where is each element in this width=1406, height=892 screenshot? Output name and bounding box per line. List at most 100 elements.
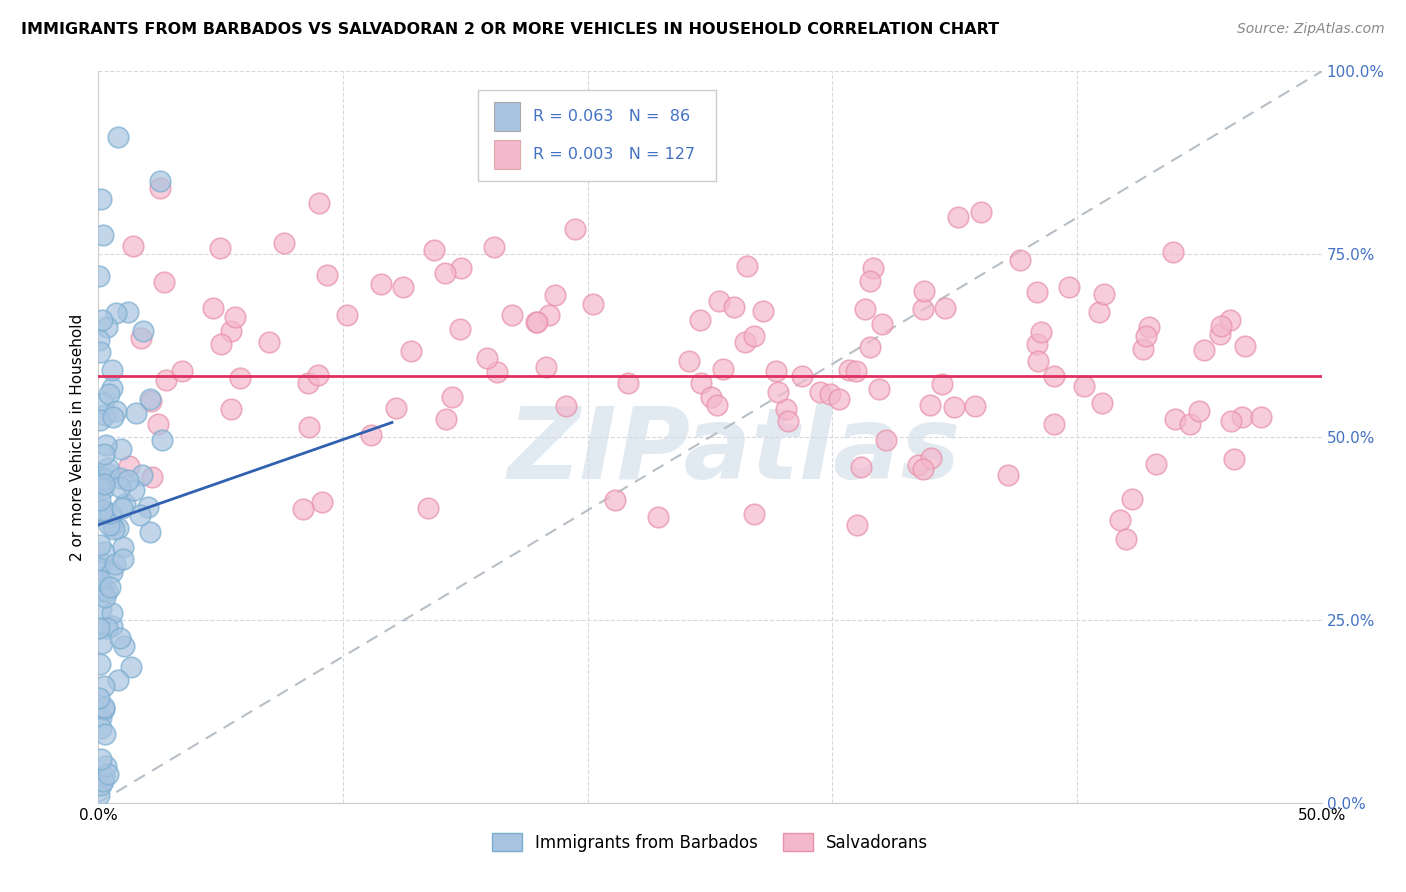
Point bbox=[96, 584, 118, 599]
Point bbox=[626, 152, 648, 166]
Point bbox=[155, 373, 177, 387]
Point bbox=[257, 334, 280, 349]
Point bbox=[139, 394, 162, 409]
Point bbox=[963, 399, 986, 413]
Point bbox=[307, 368, 329, 383]
Point bbox=[91, 503, 114, 517]
Point bbox=[93, 679, 115, 693]
Point bbox=[1223, 452, 1246, 467]
Point bbox=[534, 359, 557, 374]
Point bbox=[544, 288, 567, 302]
Point bbox=[616, 376, 638, 391]
Point bbox=[792, 368, 814, 383]
FancyBboxPatch shape bbox=[494, 102, 520, 131]
Point bbox=[423, 243, 446, 257]
Point bbox=[122, 239, 145, 253]
Point bbox=[111, 500, 134, 515]
Point bbox=[1164, 411, 1187, 425]
Point bbox=[449, 322, 471, 336]
Point bbox=[89, 345, 111, 359]
Point bbox=[1209, 319, 1232, 334]
Point bbox=[90, 469, 112, 483]
Point bbox=[1115, 533, 1137, 547]
Point bbox=[98, 580, 121, 594]
Point bbox=[131, 324, 153, 338]
Point bbox=[315, 268, 337, 282]
Point bbox=[1161, 244, 1184, 259]
Point bbox=[93, 700, 115, 714]
Point bbox=[1042, 417, 1064, 431]
Point bbox=[1025, 337, 1047, 351]
Point bbox=[101, 381, 124, 395]
Point bbox=[1092, 287, 1115, 301]
Point bbox=[723, 300, 745, 314]
Point bbox=[336, 308, 359, 322]
Point bbox=[112, 551, 135, 566]
Point bbox=[90, 193, 112, 207]
Legend: Immigrants from Barbados, Salvadorans: Immigrants from Barbados, Salvadorans bbox=[484, 825, 936, 860]
Point bbox=[735, 260, 758, 274]
Point bbox=[859, 340, 882, 354]
Text: IMMIGRANTS FROM BARBADOS VS SALVADORAN 2 OR MORE VEHICLES IN HOUSEHOLD CORRELATI: IMMIGRANTS FROM BARBADOS VS SALVADORAN 2… bbox=[21, 22, 1000, 37]
Point bbox=[946, 210, 969, 224]
Point bbox=[93, 545, 115, 559]
Point bbox=[107, 130, 129, 145]
Point bbox=[1219, 414, 1241, 428]
Point bbox=[93, 584, 115, 599]
Point bbox=[202, 301, 225, 316]
Point bbox=[700, 390, 723, 404]
Point bbox=[208, 241, 231, 255]
Point bbox=[89, 538, 111, 552]
Point bbox=[94, 472, 117, 486]
Point bbox=[853, 301, 876, 316]
Point bbox=[291, 502, 314, 516]
Point bbox=[678, 354, 700, 368]
Point bbox=[744, 328, 766, 343]
Point bbox=[146, 417, 169, 431]
Point bbox=[87, 269, 110, 284]
Point bbox=[219, 324, 242, 338]
Point bbox=[96, 620, 118, 634]
Point bbox=[89, 657, 111, 672]
Point bbox=[105, 305, 128, 319]
Point bbox=[273, 236, 295, 251]
Point bbox=[90, 504, 112, 518]
Point bbox=[131, 468, 153, 483]
Point bbox=[91, 773, 114, 788]
Point bbox=[734, 335, 756, 350]
Point bbox=[141, 470, 163, 484]
Point bbox=[101, 619, 124, 633]
Point bbox=[209, 337, 232, 351]
Point bbox=[89, 492, 111, 507]
Point bbox=[970, 205, 993, 219]
Point bbox=[93, 702, 115, 716]
Point bbox=[90, 583, 112, 598]
Point bbox=[1135, 329, 1157, 343]
Point bbox=[128, 508, 150, 522]
Point bbox=[918, 398, 941, 412]
Point bbox=[153, 275, 176, 289]
Point bbox=[91, 227, 114, 242]
Point bbox=[360, 427, 382, 442]
Point bbox=[920, 451, 942, 466]
Point bbox=[537, 308, 560, 322]
Text: ZIPatlas: ZIPatlas bbox=[508, 403, 962, 500]
Point bbox=[1008, 253, 1031, 268]
Point bbox=[98, 506, 121, 520]
Point bbox=[942, 401, 965, 415]
Point bbox=[501, 308, 523, 322]
Point bbox=[706, 399, 728, 413]
Text: R = 0.003   N = 127: R = 0.003 N = 127 bbox=[533, 147, 695, 161]
Point bbox=[107, 520, 129, 534]
Point bbox=[117, 305, 139, 319]
Point bbox=[90, 709, 112, 723]
Point bbox=[1194, 343, 1216, 357]
Point bbox=[111, 541, 134, 555]
Point bbox=[818, 387, 841, 401]
Point bbox=[94, 727, 117, 741]
Text: R = 0.063   N =  86: R = 0.063 N = 86 bbox=[533, 109, 690, 124]
Point bbox=[776, 415, 799, 429]
Point bbox=[1233, 339, 1256, 353]
Point bbox=[94, 409, 117, 423]
Point bbox=[98, 467, 121, 481]
